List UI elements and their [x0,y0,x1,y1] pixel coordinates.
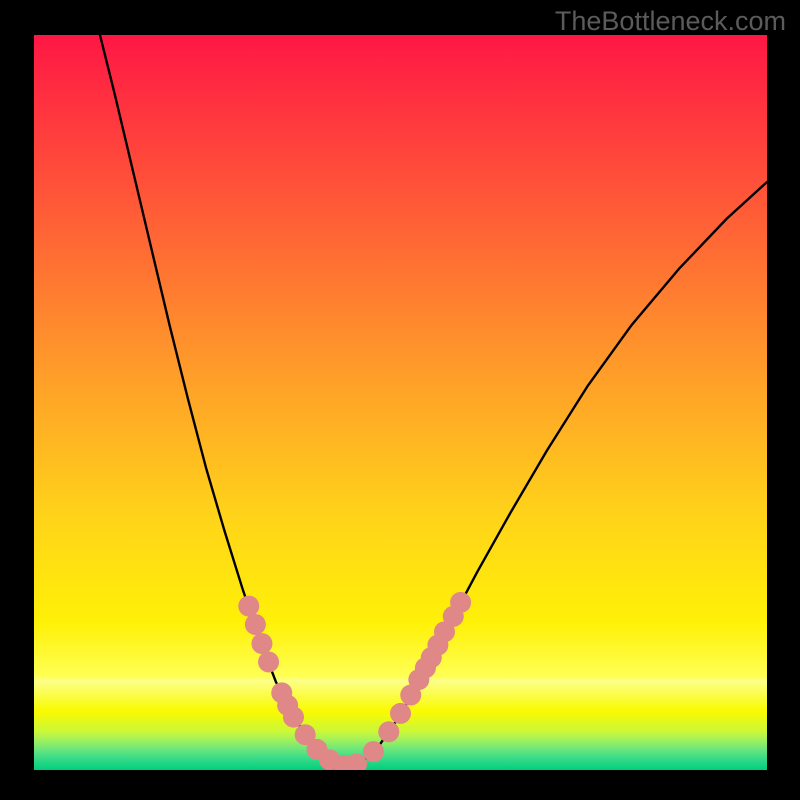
chart-container: TheBottleneck.com [0,0,800,800]
plot-area [34,35,767,770]
data-dot [258,651,279,672]
data-dot [251,633,272,654]
data-dot [390,703,411,724]
data-dot [363,741,384,762]
data-dot [378,721,399,742]
data-dot [245,614,266,635]
data-dot [238,596,259,617]
curve-svg [34,35,767,770]
data-dot [283,707,304,728]
watermark-text: TheBottleneck.com [555,6,786,37]
data-dot [450,592,471,613]
